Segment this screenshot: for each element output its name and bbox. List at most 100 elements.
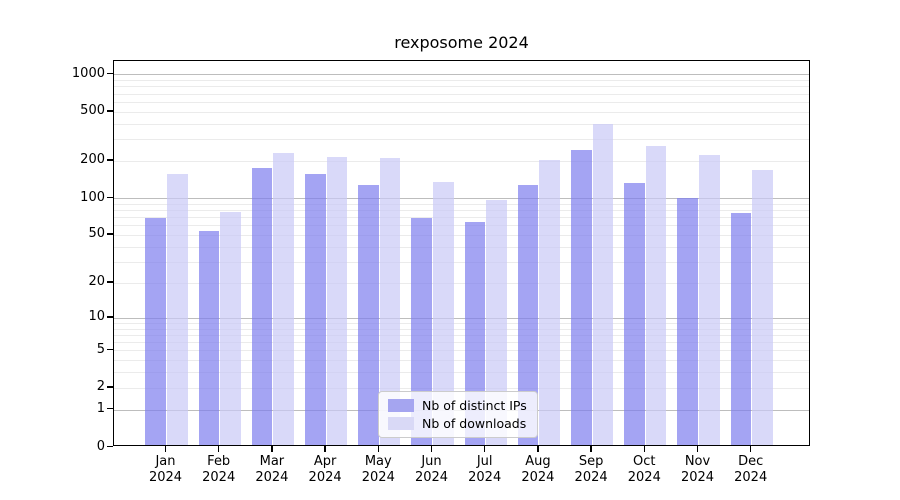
gridline-minor <box>114 203 809 205</box>
gridline-major <box>114 198 809 200</box>
bar-downloads-nov <box>699 155 720 445</box>
bar-ips-aug <box>517 185 539 445</box>
y-tick-label: 5 <box>96 341 105 357</box>
gridline-minor <box>114 217 809 219</box>
y-tick-mark <box>107 445 113 447</box>
gridline-minor <box>114 360 809 362</box>
gridline-minor <box>114 210 809 211</box>
bar-ips-jan <box>145 218 166 445</box>
bar-downloads-jul <box>486 199 507 445</box>
x-tick-label-feb: Feb 2024 <box>202 454 236 485</box>
bar-downloads-sep <box>592 123 614 445</box>
y-tick-label: 1000 <box>71 65 105 81</box>
y-tick-label: 10 <box>88 309 105 325</box>
bar-downloads-mar <box>273 153 295 445</box>
gridline-minor <box>114 246 809 248</box>
y-tick-mark <box>107 196 113 198</box>
legend-swatch-downloads-icon <box>388 417 414 430</box>
chart-title: rexposome 2024 <box>394 33 529 52</box>
x-tick-label-may: May 2024 <box>361 454 395 485</box>
legend-label-downloads: Nb of downloads <box>422 416 527 431</box>
x-tick-mark <box>750 446 752 452</box>
gridline-minor <box>114 322 809 324</box>
x-tick-label-dec: Dec 2024 <box>734 454 768 485</box>
x-tick-mark <box>164 446 167 452</box>
gridline-minor <box>114 387 809 389</box>
gridline-minor <box>114 160 809 162</box>
legend: Nb of distinct IPs Nb of downloads <box>378 391 538 438</box>
x-tick-label-oct: Oct 2024 <box>627 454 661 485</box>
gridline-major <box>114 317 809 319</box>
y-tick-label: 20 <box>88 274 105 290</box>
bar-downloads-jan <box>167 173 188 445</box>
gridline-minor <box>114 342 809 343</box>
gridline-minor <box>114 350 809 352</box>
x-tick-mark <box>537 446 539 452</box>
x-tick-label-jul: Jul 2024 <box>468 454 502 485</box>
gridline-minor <box>114 225 809 227</box>
y-tick-label: 100 <box>80 189 105 205</box>
y-tick-label: 500 <box>80 103 105 119</box>
x-tick-mark <box>430 446 433 452</box>
y-tick-label: 2 <box>96 379 105 395</box>
legend-item-distinct-ips: Nb of distinct IPs <box>388 399 527 412</box>
gridline-minor <box>114 372 809 374</box>
gridline-minor <box>114 234 809 236</box>
x-tick-label-mar: Mar 2024 <box>255 454 289 485</box>
gridline-minor <box>114 334 809 336</box>
bar-ips-feb <box>198 230 220 445</box>
gridline-minor <box>114 93 809 95</box>
x-tick-label-aug: Aug 2024 <box>521 454 555 485</box>
bar-ips-oct <box>624 183 645 445</box>
x-tick-mark <box>643 446 645 452</box>
bar-ips-mar <box>251 168 273 445</box>
bar-ips-jul <box>464 222 486 445</box>
legend-swatch-distinct-ips-icon <box>388 399 414 412</box>
legend-label-distinct-ips: Nb of distinct IPs <box>422 398 527 413</box>
x-tick-label-nov: Nov 2024 <box>680 454 715 485</box>
gridline-minor <box>114 139 809 141</box>
y-tick-mark <box>107 348 113 351</box>
gridline-minor <box>114 328 809 330</box>
x-tick-mark <box>590 446 592 452</box>
x-tick-label-jun: Jun 2024 <box>414 454 449 485</box>
legend-item-downloads: Nb of downloads <box>388 417 527 430</box>
bar-ips-apr <box>304 174 326 445</box>
gridline-major <box>114 74 809 76</box>
bar-downloads-feb <box>220 212 241 445</box>
y-tick-mark <box>107 110 113 112</box>
y-tick-mark <box>107 408 113 410</box>
plot-area: Nb of distinct IPs Nb of downloads <box>113 60 810 446</box>
bar-ips-dec <box>730 212 752 445</box>
y-tick-mark <box>107 159 113 161</box>
y-tick-label: 50 <box>88 226 105 242</box>
x-tick-mark <box>271 446 273 452</box>
x-tick-mark <box>484 446 486 452</box>
gridline-minor <box>114 123 809 125</box>
bar-downloads-apr <box>326 157 348 445</box>
bar-ips-nov <box>677 197 698 445</box>
y-tick-label: 0 <box>96 438 105 454</box>
bar-ips-may <box>358 185 379 445</box>
bar-ips-sep <box>570 150 592 445</box>
gridline-minor <box>114 111 809 113</box>
x-tick-label-jan: Jan 2024 <box>148 454 183 485</box>
y-tick-mark <box>107 316 113 318</box>
x-tick-label-apr: Apr 2024 <box>308 454 342 485</box>
y-tick-mark <box>107 386 113 388</box>
gridline-minor <box>114 261 809 263</box>
gridline-minor <box>114 101 809 103</box>
bar-downloads-dec <box>752 169 773 445</box>
x-tick-mark <box>377 446 379 452</box>
bar-downloads-oct <box>645 145 667 445</box>
x-tick-mark <box>696 446 699 452</box>
bar-downloads-may <box>379 158 401 445</box>
y-tick-mark <box>107 281 113 283</box>
y-tick-label: 200 <box>80 152 105 168</box>
x-tick-mark <box>218 446 220 452</box>
bar-downloads-aug <box>539 160 561 445</box>
bar-ips-jun <box>411 218 432 445</box>
y-tick-mark <box>107 233 113 235</box>
gridline-minor <box>114 86 809 88</box>
